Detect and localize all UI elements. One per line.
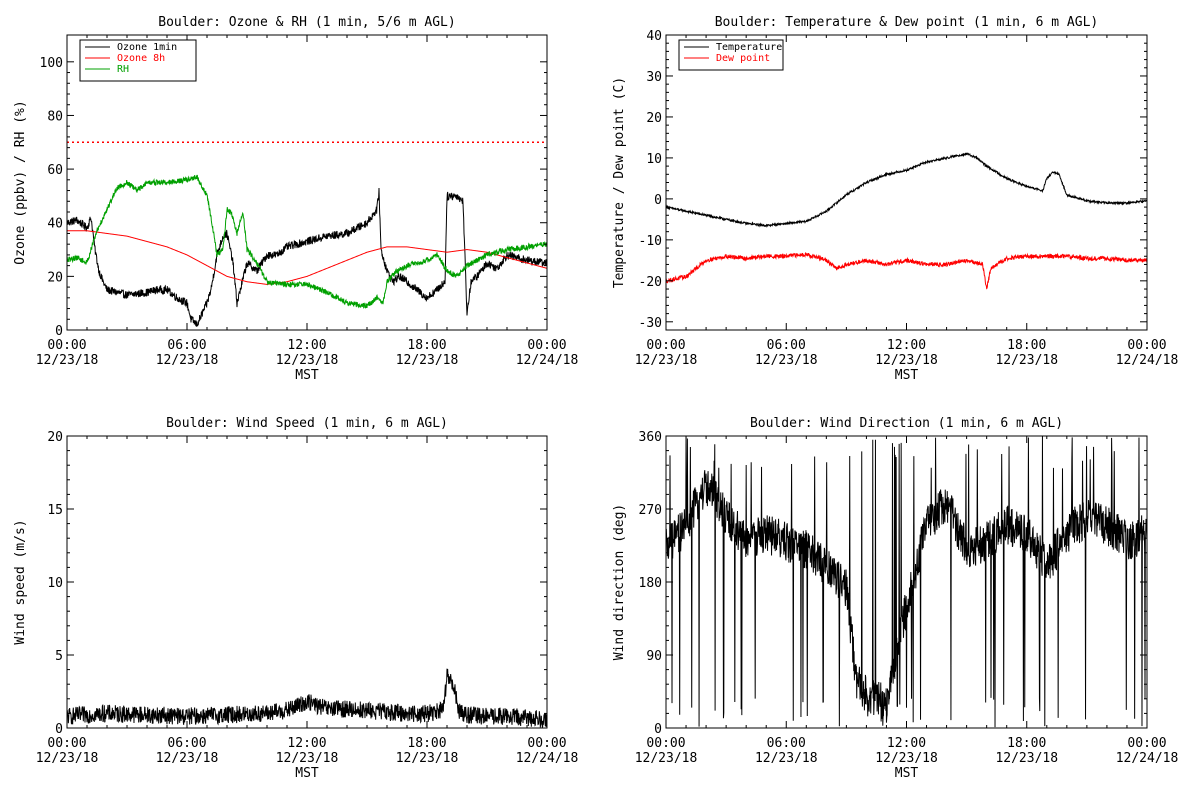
y-tick-label: 20 <box>646 111 662 126</box>
x-tick-date: 12/23/18 <box>156 751 219 766</box>
legend-label: RH <box>117 64 129 75</box>
plot-frame <box>665 34 1148 331</box>
x-tick-time: 18:00 <box>407 338 446 353</box>
y-tick-label: 270 <box>639 503 662 518</box>
chart-panel-4: Boulder: Wind Direction (1 min, 6 m AGL)… <box>612 416 1178 781</box>
x-tick-date: 12/23/18 <box>396 751 459 766</box>
y-tick-label: 80 <box>47 109 63 124</box>
x-axis-label: MST <box>895 368 919 383</box>
chart-panel-3: Boulder: Wind Speed (1 min, 6 m AGL) 0 5 10… <box>13 416 578 781</box>
x-tick-time: 06:00 <box>767 338 806 353</box>
x-tick-date: 12/23/18 <box>36 353 99 368</box>
x-tick-time: 00:00 <box>1127 338 1166 353</box>
x-tick-time: 18:00 <box>1007 338 1046 353</box>
x-tick-date: 12/23/18 <box>995 353 1058 368</box>
y-tick-label: 360 <box>639 430 662 445</box>
x-tick-time: 00:00 <box>527 338 566 353</box>
series-line-1 <box>67 187 547 327</box>
chart-title: Boulder: Ozone & RH (1 min, 5/6 m AGL) <box>158 15 455 30</box>
x-tick-date: 12/23/18 <box>875 751 938 766</box>
chart-panel-1: Boulder: Ozone & RH (1 min, 5/6 m AGL) 0 2… <box>13 15 578 383</box>
x-tick-date: 12/23/18 <box>156 353 219 368</box>
x-tick-time: 00:00 <box>1127 736 1166 751</box>
plot-frame <box>66 435 548 729</box>
y-tick-label: 0 <box>654 193 662 208</box>
y-axis-label: Ozone (ppbv) / RH (%) <box>13 100 28 264</box>
x-tick-date: 12/24/18 <box>516 353 579 368</box>
x-tick-date: 12/23/18 <box>755 353 818 368</box>
series-line-2 <box>67 230 547 285</box>
x-tick-time: 12:00 <box>287 736 326 751</box>
y-tick-label: 60 <box>47 163 63 178</box>
y-tick-label: 0 <box>55 324 63 339</box>
x-tick-date: 12/23/18 <box>875 353 938 368</box>
legend-label: Ozone 1min <box>117 42 177 53</box>
y-tick-label: -10 <box>639 234 662 249</box>
x-tick-time: 18:00 <box>1007 736 1046 751</box>
y-tick-label: 0 <box>654 722 662 737</box>
y-tick-label: -20 <box>639 275 662 290</box>
x-tick-date: 12/24/18 <box>1116 353 1179 368</box>
x-tick-date: 12/23/18 <box>36 751 99 766</box>
legend-box <box>678 39 784 71</box>
y-tick-label: 90 <box>646 649 662 664</box>
series-line-1 <box>67 668 547 728</box>
y-tick-label: 5 <box>55 649 63 664</box>
chart-title: Boulder: Temperature & Dew point (1 min,… <box>715 15 1099 30</box>
series-line-2 <box>666 252 1147 290</box>
x-tick-time: 12:00 <box>887 736 926 751</box>
y-tick-label: 15 <box>47 503 63 518</box>
y-tick-label: 30 <box>646 70 662 85</box>
y-tick-label: -30 <box>639 316 662 331</box>
x-axis-label: MST <box>295 766 319 781</box>
x-tick-time: 18:00 <box>407 736 446 751</box>
y-axis-label: Wind direction (deg) <box>612 504 627 661</box>
y-axis-label: Wind speed (m/s) <box>13 519 28 644</box>
x-tick-date: 12/23/18 <box>995 751 1058 766</box>
x-tick-date: 12/23/18 <box>755 751 818 766</box>
y-tick-label: 10 <box>646 152 662 167</box>
y-tick-label: 40 <box>646 29 662 44</box>
x-tick-date: 12/24/18 <box>516 751 579 766</box>
x-tick-time: 06:00 <box>767 736 806 751</box>
x-tick-date: 12/23/18 <box>635 751 698 766</box>
y-tick-label: 100 <box>40 56 63 71</box>
series-line-3 <box>67 174 547 309</box>
series-line-1 <box>666 152 1147 228</box>
legend-label: Dew point <box>716 53 770 64</box>
chart-panel-2: Boulder: Temperature & Dew point (1 min,… <box>612 15 1178 383</box>
chart-title: Boulder: Wind Speed (1 min, 6 m AGL) <box>166 416 448 431</box>
y-tick-label: 180 <box>639 576 662 591</box>
x-tick-time: 12:00 <box>887 338 926 353</box>
y-tick-label: 10 <box>47 576 63 591</box>
x-tick-time: 00:00 <box>646 736 685 751</box>
y-axis-label: Temperature / Dew point (C) <box>612 77 627 288</box>
x-tick-date: 12/24/18 <box>1116 751 1179 766</box>
y-tick-label: 20 <box>47 270 63 285</box>
x-tick-time: 06:00 <box>167 736 206 751</box>
x-tick-time: 12:00 <box>287 338 326 353</box>
y-tick-label: 40 <box>47 217 63 232</box>
x-axis-label: MST <box>295 368 319 383</box>
legend-label: Temperature <box>716 42 782 53</box>
x-axis-label: MST <box>895 766 919 781</box>
y-tick-label: 0 <box>55 722 63 737</box>
x-tick-time: 06:00 <box>167 338 206 353</box>
chart-title: Boulder: Wind Direction (1 min, 6 m AGL) <box>750 416 1063 431</box>
x-tick-date: 12/23/18 <box>276 751 339 766</box>
x-tick-date: 12/23/18 <box>276 353 339 368</box>
x-tick-time: 00:00 <box>47 338 86 353</box>
y-tick-label: 20 <box>47 430 63 445</box>
x-tick-date: 12/23/18 <box>396 353 459 368</box>
x-tick-time: 00:00 <box>527 736 566 751</box>
x-tick-date: 12/23/18 <box>635 353 698 368</box>
legend-label: Ozone 8h <box>117 53 165 64</box>
series-line-1 <box>666 436 1147 728</box>
x-tick-time: 00:00 <box>47 736 86 751</box>
x-tick-time: 00:00 <box>646 338 685 353</box>
